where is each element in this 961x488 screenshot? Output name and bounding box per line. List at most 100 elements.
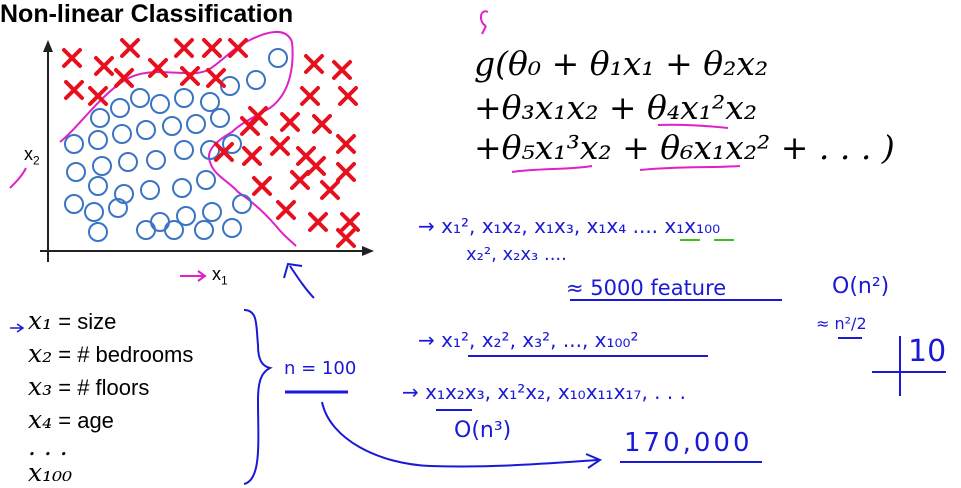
cross-point [336, 228, 356, 248]
ten-value: 10 [908, 334, 947, 369]
circle-point [136, 220, 156, 240]
circle-point [164, 220, 184, 240]
approx-5000-features: ≈ 5000 feature [566, 276, 727, 300]
circle-point [172, 178, 192, 198]
circle-point [220, 76, 240, 96]
feature-bedrooms: x₂ = # bedrooms [28, 339, 194, 368]
cross-point [320, 180, 340, 200]
cross-point [180, 66, 200, 86]
x2-axis-label: x2 [24, 144, 40, 168]
circle-point [136, 120, 156, 140]
cross-point [304, 54, 324, 74]
circle-point [146, 150, 166, 170]
cross-point [148, 58, 168, 78]
circle-point [200, 92, 220, 112]
circle-point [64, 134, 84, 154]
cross-point [332, 60, 352, 80]
circle-point [232, 194, 252, 214]
feature-age: x₄ = age [28, 405, 114, 434]
circle-point [92, 156, 112, 176]
cross-point [120, 38, 140, 58]
circle-point [186, 114, 206, 134]
circle-point [246, 70, 266, 90]
curve-arrow [321, 401, 603, 469]
quadratic-terms-2: x₂², x₂x₃ .... [466, 244, 567, 265]
x1-axis-label: x1 [212, 264, 228, 288]
cross-point [114, 68, 134, 88]
cross-point [214, 142, 234, 162]
underline-t4 [657, 123, 729, 129]
cross-point [308, 212, 328, 232]
circle-point [88, 222, 108, 242]
circle-point [114, 184, 134, 204]
circle-point [140, 180, 160, 200]
order-n-cubed: O(n³) [454, 418, 512, 443]
circle-point [174, 140, 194, 160]
cubic-terms: → x₁x₂x₃, x₁²x₂, x₁₀x₁₁x₁₇, . . . [402, 380, 686, 404]
cross-point [64, 80, 84, 100]
cross-point [290, 170, 310, 190]
circle-point [174, 88, 194, 108]
circle-point [118, 152, 138, 172]
circle-point [200, 140, 220, 160]
cross-point [306, 156, 326, 176]
circle-point [222, 134, 242, 154]
circle-point [110, 98, 130, 118]
approx-n2-over-2: ≈ n²/2 [816, 314, 867, 333]
feature-ellipsis: . . . [28, 432, 68, 461]
circle-point [90, 108, 110, 128]
cross-point [312, 114, 332, 134]
cross-point [252, 176, 272, 196]
circle-point [210, 108, 230, 128]
slide-title: Non-linear Classification [0, 0, 294, 28]
circle-point [88, 176, 108, 196]
cross-point [88, 86, 108, 106]
circle-point [196, 170, 216, 190]
circle-points [64, 48, 288, 242]
circle-point [130, 88, 150, 108]
cross-point [338, 86, 358, 106]
cross-point [270, 136, 290, 156]
cross-point [248, 106, 268, 126]
order-n-squared: O(n²) [832, 274, 890, 299]
cross-point [242, 146, 262, 166]
circle-point [66, 162, 86, 182]
circle-point [162, 116, 182, 136]
cross-point [202, 38, 222, 58]
feature-arrow [10, 323, 25, 333]
cross-point [300, 86, 320, 106]
circle-point [112, 124, 132, 144]
cross-point [228, 38, 248, 58]
circle-point [222, 218, 242, 238]
cross-point [280, 112, 300, 132]
cross-point [340, 212, 360, 232]
equation-line-3: +θ₅x₁³x₂ + θ₆x₁x₂² + . . . ) [474, 128, 895, 167]
circle-point [202, 202, 222, 222]
brace [243, 309, 273, 485]
circle-point [88, 130, 108, 150]
cross-point [276, 200, 296, 220]
circle-point [194, 220, 214, 240]
circle-point [150, 94, 170, 114]
cross-point [94, 56, 114, 76]
squared-terms: → x₁², x₂², x₃², ..., x₁₀₀² [418, 328, 639, 352]
x-axis-arrow [362, 246, 374, 256]
feature-floors: x₃ = # floors [28, 372, 150, 401]
circle-point [268, 48, 288, 68]
circle-point [150, 212, 170, 232]
blue-arrow-up [283, 262, 315, 299]
cross-point [336, 162, 356, 182]
cross-point [62, 48, 82, 68]
circle-point [176, 206, 196, 226]
magenta-tick-y [9, 167, 27, 189]
quadratic-terms-1: → x₁², x₁x₂, x₁x₃, x₁x₄ .... x₁x₁₀₀ [418, 214, 721, 238]
feature-size: x₁ = size [28, 306, 117, 335]
circle-point [64, 194, 84, 214]
cross-point [206, 68, 226, 88]
count-170000: 170,000 [624, 428, 753, 458]
underline-t6 [639, 165, 741, 171]
equation-line-2: +θ₃x₁x₂ + θ₄x₁²x₂ [474, 88, 758, 127]
y-axis-arrow [43, 40, 53, 52]
magenta-arrow-x [180, 270, 207, 282]
